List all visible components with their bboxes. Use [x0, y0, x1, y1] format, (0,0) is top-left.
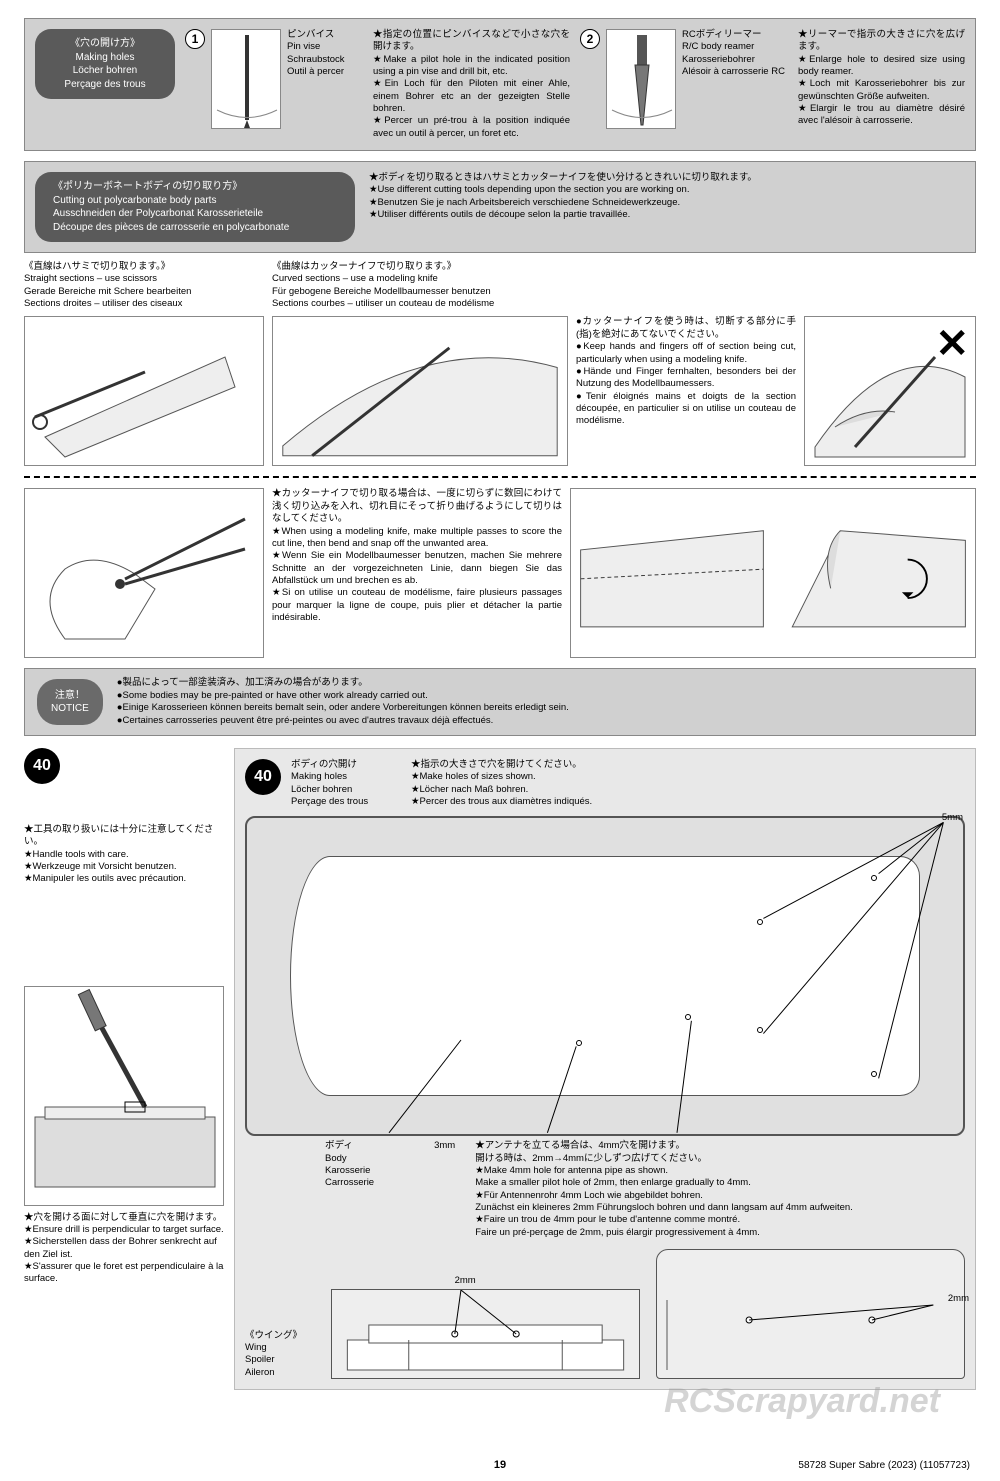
perp-drill-icon — [25, 987, 225, 1207]
label-2mm-b: 2mm — [948, 1293, 969, 1305]
score-bend-icon — [571, 489, 975, 659]
divider-dashed — [24, 476, 976, 478]
section-making-holes: 《穴の開け方》 Making holes Löcher bohren Perça… — [24, 18, 976, 151]
step-number-1: 1 — [185, 29, 205, 49]
cutting-body: 《直線はハサミで切り取ります。》 Straight sections – use… — [24, 261, 976, 658]
illus-scissors — [24, 316, 264, 466]
illus-perp-drill — [24, 986, 224, 1206]
notice-label: 注意！ NOTICE — [37, 679, 103, 725]
section-cutting-header: 《ポリカーボネートボディの切り取り方》 Cutting out polycarb… — [24, 161, 976, 253]
wing-rear: 2mm — [656, 1249, 965, 1379]
straight-title: 《直線はハサミで切り取ります。》 Straight sections – use… — [24, 261, 264, 310]
step40-main: 40 ボディの穴開け Making holes Löcher bohren Pe… — [234, 748, 976, 1390]
illus-reamer — [606, 29, 676, 129]
knife-warning: ●カッターナイフを使う時は、切断する部分に手(指)を絶対にあてないでください。 … — [576, 316, 796, 427]
tool2-label: RCボディリーマー R/C body reamer Karosseriebohr… — [682, 29, 792, 129]
scissors-icon — [25, 317, 265, 467]
illus-score-bend — [570, 488, 976, 658]
pill-making-holes: 《穴の開け方》 Making holes Löcher bohren Perça… — [35, 29, 175, 99]
step-badge-40-left: 40 — [24, 748, 60, 784]
footer-code: 58728 Super Sabre (2023) (11057723) — [798, 1460, 970, 1471]
pill-cutting: 《ポリカーボネートボディの切り取り方》 Cutting out polycarb… — [35, 172, 355, 242]
illus-wrong: ✕ — [804, 316, 976, 466]
perp-text: ★穴を開ける面に対して垂直に穴を開けます。 ★Ensure drill is p… — [24, 1212, 224, 1286]
step40-instr: ★指示の大きさで穴を開けてください。 ★Make holes of sizes … — [411, 759, 965, 808]
handle-tools-warning: ★工具の取り扱いには十分に注意してください。 ★Handle tools wit… — [24, 824, 224, 886]
illus-scissors-hand — [24, 488, 264, 658]
notice-text: ●製品によって一部塗装済み、加工済みの場合があります。 ●Some bodies… — [117, 677, 963, 726]
wing-rear-icon — [657, 1250, 964, 1380]
tool1-label: ピンバイス Pin vise Schraubstock Outil à perc… — [287, 29, 367, 140]
step40-title: ボディの穴開け Making holes Löcher bohren Perça… — [291, 759, 401, 808]
body-diagram: 5mm — [245, 816, 965, 1136]
pinvise-icon — [212, 30, 282, 130]
illus-knife-curve — [272, 316, 568, 466]
multipass-text: ★カッターナイフで切り取る場合は、一度に切らずに数回にわけて浅く切り込みを入れ、… — [272, 488, 562, 624]
cutting-intro: ★ボディを切り取るときはハサミとカッターナイフを使い分けるときれいに切り取れます… — [369, 172, 965, 221]
knife-curve-icon — [273, 317, 567, 467]
body-label: ボディ Body Karosserie Carrosserie — [325, 1140, 374, 1239]
notice-box: 注意！ NOTICE ●製品によって一部塗装済み、加工済みの場合があります。 ●… — [24, 668, 976, 735]
label-2mm-a: 2mm — [455, 1275, 476, 1287]
scissors-hand-icon — [25, 489, 265, 659]
wing-label: 《ウイング》 Wing Spoiler Aileron — [245, 1330, 315, 1379]
illus-pinvise — [211, 29, 281, 129]
wing-front-icon — [332, 1290, 639, 1380]
label-3mm: 3mm — [434, 1140, 455, 1239]
wing-front: 2mm — [331, 1289, 640, 1379]
step2-text: ★リーマーで指示の大きさに穴を広げます。 ★Enlarge hole to de… — [798, 29, 965, 129]
step40-left: 40 ★工具の取り扱いには十分に注意してください。 ★Handle tools … — [24, 748, 224, 1390]
cross-icon: ✕ — [935, 321, 969, 367]
step1-text: ★指定の位置にピンバイスなどで小さな穴を開けます。 ★Make a pilot … — [373, 29, 570, 140]
step1-group: 1 ピンバイス Pin vise Schraubstock Outil à pe… — [185, 29, 570, 140]
step-badge-40-main: 40 — [245, 759, 281, 795]
reamer-icon — [607, 30, 677, 130]
step-number-2: 2 — [580, 29, 600, 49]
step2-group: 2 RCボディリーマー R/C body reamer Karosseriebo… — [580, 29, 965, 129]
wing-rear-box — [656, 1249, 965, 1379]
curved-title: 《曲線はカッターナイフで切り取ります。》 Curved sections – u… — [272, 261, 976, 310]
antenna-text: ★アンテナを立てる場合は、4mm穴を開けます。 開ける時は、2mm→4mmに少し… — [475, 1140, 965, 1239]
step40-row: 40 ★工具の取り扱いには十分に注意してください。 ★Handle tools … — [24, 748, 976, 1390]
wing-front-box — [331, 1289, 640, 1379]
lead-lines-5mm — [245, 816, 965, 1136]
